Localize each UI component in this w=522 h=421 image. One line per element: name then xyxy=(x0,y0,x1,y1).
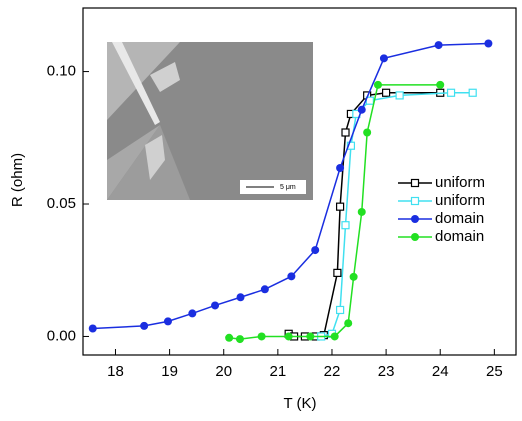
data-point xyxy=(211,301,220,310)
data-point xyxy=(287,272,296,281)
x-tick-label: 19 xyxy=(161,363,178,380)
data-point xyxy=(336,163,345,172)
data-point xyxy=(344,319,353,328)
x-tick-label: 24 xyxy=(432,363,449,380)
legend-marker xyxy=(410,178,420,188)
data-point xyxy=(335,305,345,315)
data-point xyxy=(395,91,404,100)
inset-scale-label: 5 μm xyxy=(280,184,296,191)
x-tick-label: 23 xyxy=(378,363,395,380)
inset-contact xyxy=(150,62,180,92)
data-point xyxy=(434,41,443,50)
data-point xyxy=(341,128,350,137)
legend-label: domain xyxy=(435,228,484,245)
data-point xyxy=(235,335,244,344)
data-point xyxy=(363,128,372,137)
data-point xyxy=(330,332,339,341)
data-point xyxy=(468,88,477,97)
data-point xyxy=(346,141,356,150)
data-point xyxy=(341,221,350,230)
plot-frame xyxy=(82,7,517,356)
x-tick-label: 21 xyxy=(270,363,287,380)
data-point xyxy=(188,309,197,318)
data-point xyxy=(260,285,269,294)
x-tick-label: 18 xyxy=(107,363,124,380)
data-point xyxy=(140,321,149,330)
series-line xyxy=(92,42,489,330)
legend-marker xyxy=(411,215,419,223)
data-point xyxy=(311,246,320,255)
data-point xyxy=(335,202,345,211)
data-point xyxy=(257,332,266,341)
data-point xyxy=(163,317,172,326)
inset-wire xyxy=(112,42,160,125)
data-point xyxy=(88,324,97,333)
data-point xyxy=(446,88,456,97)
data-point xyxy=(357,105,366,114)
y-tick-label: 0.05 xyxy=(47,195,76,212)
data-point xyxy=(373,80,382,89)
data-point xyxy=(349,272,358,281)
x-tick-label: 22 xyxy=(324,363,341,380)
data-point xyxy=(436,80,445,89)
inset-image: 5 μm xyxy=(107,42,313,200)
legend-label: uniform xyxy=(435,174,485,191)
legend-marker xyxy=(410,196,420,206)
data-point xyxy=(382,88,391,97)
y-tick-label: 0.10 xyxy=(47,63,76,80)
x-axis-title: T (K) xyxy=(283,395,316,412)
data-point xyxy=(306,332,315,341)
data-point xyxy=(284,332,293,341)
legend-marker xyxy=(411,233,419,241)
data-point xyxy=(379,54,388,63)
x-tick-label: 20 xyxy=(215,363,232,380)
data-point xyxy=(333,268,342,277)
x-tick-label: 25 xyxy=(486,363,503,380)
data-point xyxy=(236,293,245,302)
y-axis-title: R (ohm) xyxy=(9,153,26,207)
legend-label: uniform xyxy=(435,192,485,209)
data-point xyxy=(357,207,366,216)
legend-label: domain xyxy=(435,210,484,227)
data-point xyxy=(225,333,234,342)
y-tick-label: 0.00 xyxy=(47,327,76,344)
data-point xyxy=(484,39,493,48)
inset-contact xyxy=(145,135,165,180)
